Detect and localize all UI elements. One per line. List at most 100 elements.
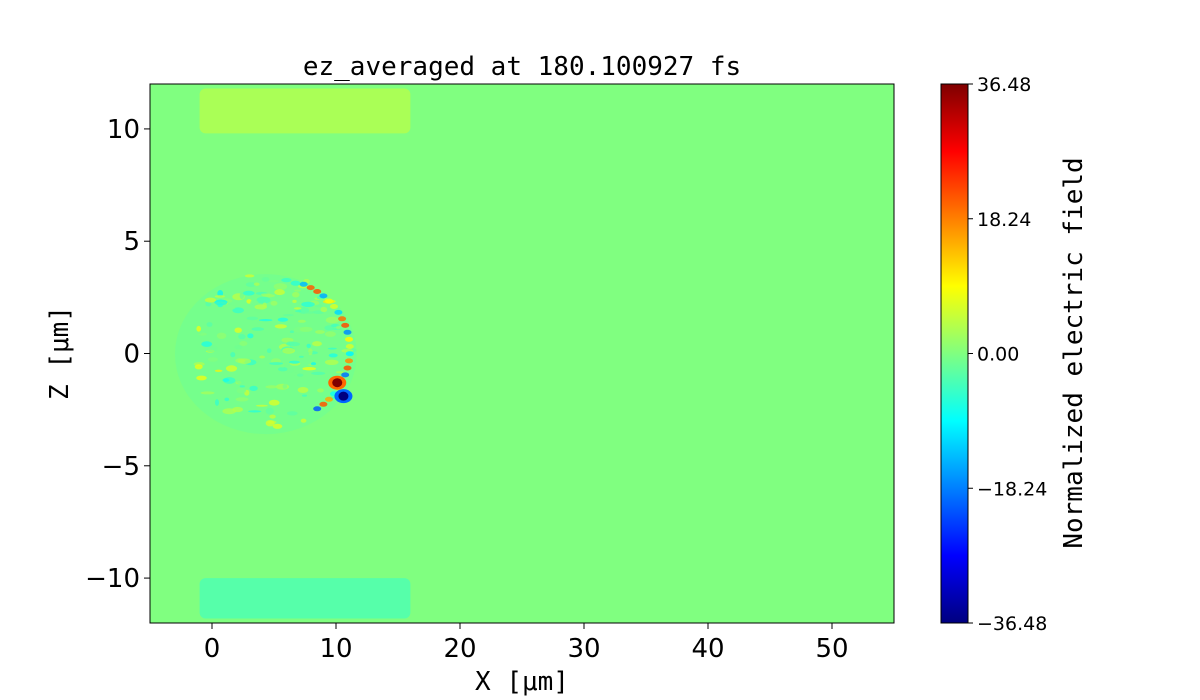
plasma-blob-front-ripple — [306, 285, 315, 291]
plasma-blob-fluctuation — [281, 278, 292, 283]
heatmap-features — [174, 88, 411, 619]
plasma-blob-fluctuation — [246, 316, 259, 321]
plasma-blob-front-ripple — [345, 351, 354, 357]
plasma-blob-fluctuation — [258, 319, 273, 322]
plasma-blob-fluctuation — [265, 385, 278, 389]
colorbar-tick-label: −18.24 — [977, 478, 1047, 500]
plasma-blob-fluctuation — [286, 341, 295, 346]
plasma-blob-fluctuation — [261, 277, 270, 282]
plasma-blob-front-ripple — [325, 396, 333, 402]
plasma-blob-fluctuation — [302, 367, 317, 371]
plasma-blob-fluctuation — [259, 355, 265, 359]
colorbar-ticks: −36.48 −18.24 0.00 18.24 36.48 — [968, 74, 1047, 635]
plasma-blob-fluctuation — [260, 293, 272, 296]
x-tick-label: 50 — [815, 634, 848, 664]
colorbar-label: Normalized electric field — [1059, 157, 1089, 548]
x-axis-label: X [μm] — [475, 667, 569, 697]
heatmap-field — [150, 84, 894, 623]
plasma-blob-front-ripple — [299, 281, 308, 287]
plasma-blob-fluctuation — [293, 307, 302, 310]
plasma-blob-front-ripple — [341, 372, 350, 378]
plasma-blob-fluctuation — [287, 411, 298, 416]
plasma-blob-fluctuation — [306, 343, 311, 348]
y-tick-label: −10 — [85, 564, 140, 594]
plasma-blob-front-ripple — [313, 289, 322, 294]
plasma-blob-fluctuation — [312, 341, 322, 347]
plasma-blob-fluctuation — [222, 378, 230, 382]
plasma-blob-fluctuation — [230, 352, 236, 358]
plasma-blob-fluctuation — [282, 384, 287, 389]
plasma-blob-fluctuation — [287, 367, 294, 373]
plasma-blob-fluctuation — [266, 348, 272, 354]
x-tick-label: 10 — [319, 634, 352, 664]
plasma-blob-fluctuation — [248, 410, 262, 413]
plasma-blob-fluctuation — [289, 330, 294, 334]
colorbar-tick-label: 0.00 — [977, 344, 1019, 366]
peak-positive — [332, 378, 343, 388]
plasma-blob-fluctuation — [234, 327, 242, 333]
colorbar-tick-label: −36.48 — [977, 613, 1047, 635]
x-tick-label: 30 — [567, 634, 600, 664]
plasma-blob-front-ripple — [313, 406, 322, 412]
plasma-blob-fluctuation — [244, 274, 255, 278]
plasma-blob-fluctuation — [268, 399, 280, 406]
plasma-blob-fluctuation — [265, 407, 274, 415]
plasma-blob-fluctuation — [328, 353, 338, 358]
chart-title: ez_averaged at 180.100927 fs — [303, 52, 741, 82]
plasma-blob-fluctuation — [232, 307, 244, 314]
plasma-blob-fluctuation — [308, 348, 313, 356]
colorbar-tick-label: 18.24 — [977, 209, 1031, 231]
colorbar-tick-label: 36.48 — [977, 74, 1031, 96]
plasma-blob-fluctuation — [262, 302, 267, 308]
plasma-blob-fluctuation — [251, 327, 264, 331]
plasma-blob-fluctuation — [248, 325, 254, 332]
plasma-blob-front-ripple — [345, 336, 353, 342]
plasma-blob-fluctuation — [272, 423, 283, 429]
y-tick-label: 5 — [123, 227, 140, 257]
peak-negative — [338, 391, 349, 401]
plasma-blob-fluctuation — [247, 333, 254, 339]
plasma-blob-fluctuation — [214, 369, 223, 372]
plasma-blob-fluctuation — [315, 330, 325, 334]
y-axis-label: Z [μm] — [45, 306, 75, 400]
lower-strip — [199, 578, 411, 619]
plasma-blob-front-ripple — [343, 329, 352, 335]
plasma-blob-fluctuation — [206, 322, 213, 327]
plasma-blob-fluctuation — [256, 296, 271, 304]
plasma-blob-fluctuation — [327, 347, 337, 350]
plasma-blob-fluctuation — [255, 404, 268, 407]
plasma-blob-fluctuation — [224, 397, 230, 402]
colorbar: −36.48 −18.24 0.00 18.24 36.48 Normalized el… — [940, 74, 1089, 635]
plasma-blob-fluctuation — [194, 364, 203, 370]
plasma-blob-fluctuation — [324, 331, 336, 337]
plasma-blob-fluctuation — [299, 326, 313, 332]
plasma-blob-fluctuation — [238, 334, 246, 340]
plasma-blob-fluctuation — [302, 394, 307, 397]
plasma-blob-fluctuation — [282, 314, 294, 317]
plasma-blob-front-ripple — [330, 304, 338, 309]
y-tick-label: −5 — [102, 452, 140, 482]
plasma-blob-fluctuation — [265, 420, 275, 427]
plasma-blob-fluctuation — [297, 319, 306, 323]
plasma-blob-front-ripple — [325, 298, 333, 304]
plasma-blob-fluctuation — [292, 291, 300, 298]
colorbar-scale — [940, 83, 969, 624]
plasma-blob-fluctuation — [239, 341, 248, 346]
plasma-blob-fluctuation — [204, 345, 218, 353]
plasma-blob-fluctuation — [301, 301, 315, 308]
plasma-blob-fluctuation — [214, 295, 226, 298]
plasma-blob-fluctuation — [277, 317, 289, 322]
plasma-blob-fluctuation — [317, 388, 324, 393]
plasma-blob-fluctuation — [236, 387, 247, 394]
plasma-blob-fluctuation — [310, 362, 317, 366]
y-tick-label: 0 — [123, 340, 140, 370]
plasma-blob-fluctuation — [214, 299, 228, 306]
plasma-blob-fluctuation — [243, 290, 255, 296]
plasma-blob-fluctuation — [223, 304, 236, 310]
plasma-blob-fluctuation — [311, 371, 326, 375]
plasma-blob-fluctuation — [222, 408, 236, 415]
plasma-blob-fluctuation — [268, 279, 279, 283]
plasma-blob-fluctuation — [297, 373, 304, 377]
plasma-blob-fluctuation — [270, 300, 278, 306]
plasma-blob-fluctuation — [282, 347, 295, 354]
